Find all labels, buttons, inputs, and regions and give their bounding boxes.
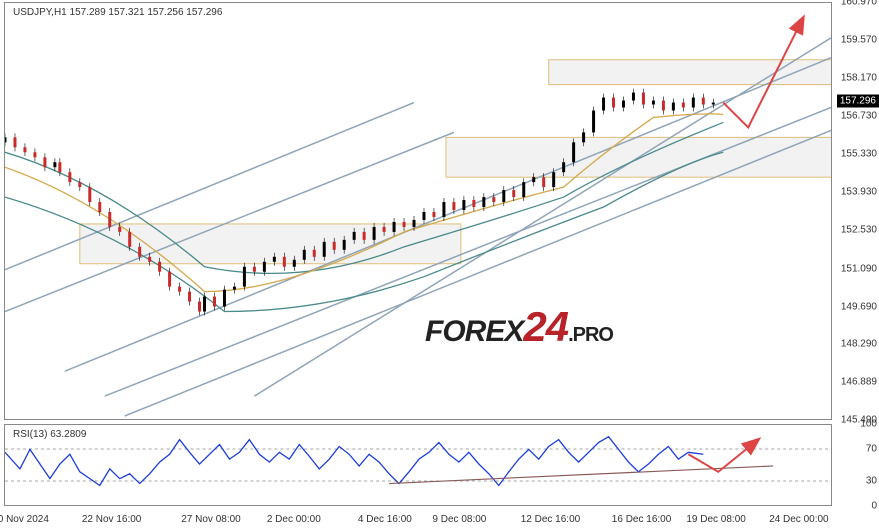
price-chart-svg (5, 3, 831, 419)
price-chart: USDJPY,H1 157.289 157.321 157.256 157.29… (4, 2, 832, 420)
rsi-title: RSI(13) 63.2809 (13, 429, 86, 440)
chart-title: USDJPY,H1 157.289 157.321 157.256 157.29… (13, 7, 222, 18)
y-label: 153.930 (841, 187, 877, 198)
y-label: 157.296 (837, 95, 879, 108)
rsi-y-label: 0 (871, 501, 877, 512)
logo-part2: 24 (523, 303, 568, 350)
y-label: 149.690 (841, 301, 877, 312)
rsi-y-axis: 10070300 (832, 424, 879, 506)
logo-part3: .PRO (568, 324, 613, 346)
y-label: 156.730 (841, 111, 877, 122)
y-label: 152.530 (841, 224, 877, 235)
x-label: 20 Nov 2024 (0, 514, 49, 525)
y-label: 151.090 (841, 263, 877, 274)
x-label: 12 Dec 16:00 (521, 514, 581, 525)
price-y-axis: 160.970 159.570 158.170 157.296 156.730 155.3… (832, 2, 879, 420)
y-label: 159.570 (841, 34, 877, 45)
rsi-y-label: 30 (866, 476, 877, 487)
x-label: 22 Nov 16:00 (82, 514, 142, 525)
y-label: 148.290 (841, 339, 877, 350)
rsi-chart-svg (5, 425, 831, 505)
y-label: 158.170 (841, 72, 877, 83)
logo-part1: FOREX (425, 315, 523, 348)
rsi-y-label: 70 (866, 443, 877, 454)
watermark-logo: FOREX24.PRO (425, 303, 613, 351)
x-label: 2 Dec 00:00 (267, 514, 321, 525)
y-label: 146.889 (841, 377, 877, 388)
y-label: 155.330 (841, 149, 877, 160)
rsi-chart: RSI(13) 63.2809 (4, 424, 832, 506)
x-label: 24 Dec 00:00 (769, 514, 829, 525)
x-label: 4 Dec 16:00 (358, 514, 412, 525)
x-label: 27 Nov 08:00 (181, 514, 241, 525)
time-x-axis: 20 Nov 202422 Nov 16:0027 Nov 08:002 Dec… (4, 509, 832, 529)
rsi-y-label: 100 (860, 419, 877, 430)
x-label: 16 Dec 16:00 (612, 514, 672, 525)
x-label: 19 Dec 08:00 (686, 514, 746, 525)
y-label: 160.970 (841, 0, 877, 8)
x-label: 9 Dec 08:00 (432, 514, 486, 525)
